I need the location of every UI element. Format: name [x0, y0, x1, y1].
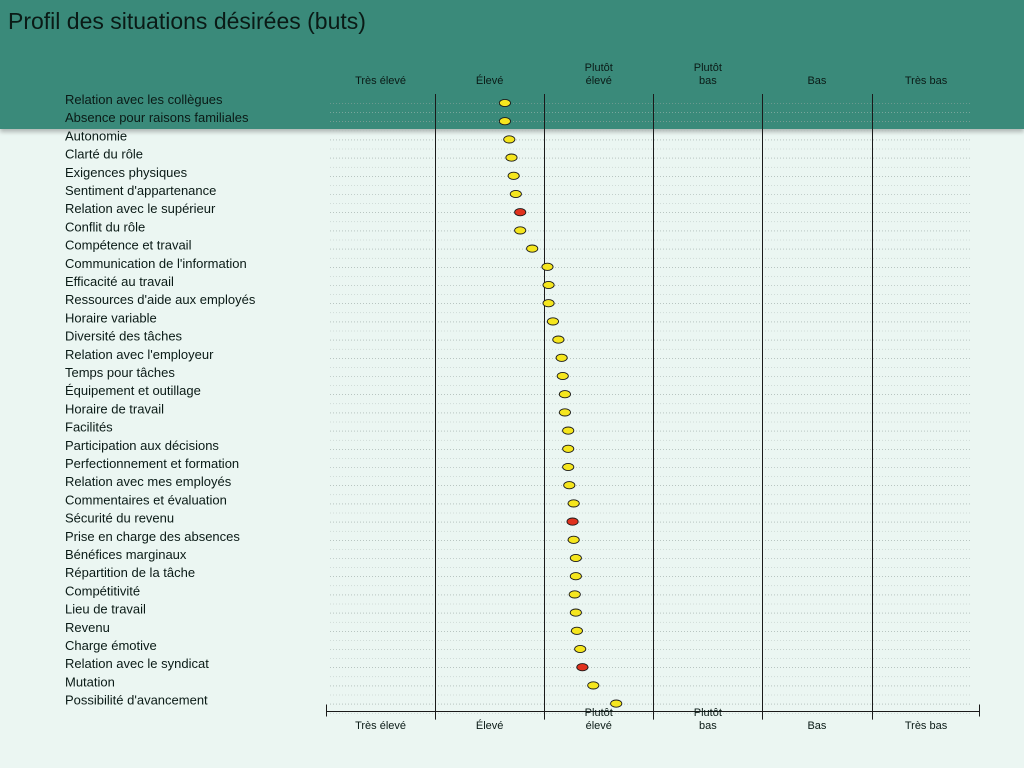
top-scale-label: Très élevé [355, 75, 406, 87]
item-label: Revenu [65, 620, 110, 635]
item-label: Compétitivité [65, 583, 140, 598]
value-marker [505, 153, 518, 162]
top-scale-label: bas [699, 75, 717, 87]
item-label: Horaire variable [65, 310, 157, 325]
value-marker [567, 535, 580, 544]
top-scale-label: Plutôt [585, 62, 613, 74]
item-label: Répartition de la tâche [65, 565, 195, 580]
value-marker [552, 335, 565, 344]
item-label: Prise en charge des absences [65, 529, 240, 544]
item-label: Lieu de travail [65, 602, 146, 617]
value-marker [558, 408, 571, 417]
item-label: Ressources d'aide aux employés [65, 292, 256, 307]
value-marker [556, 371, 569, 381]
item-label: Équipement et outillage [65, 383, 201, 398]
item-label: Relation avec mes employés [65, 474, 232, 489]
item-label: Facilités [65, 420, 113, 435]
bottom-scale-label: Bas [807, 720, 826, 732]
item-label: Perfectionnement et formation [65, 456, 239, 471]
item-label: Relation avec l'employeur [65, 347, 214, 362]
value-marker [563, 481, 576, 490]
item-label: Bénéfices marginaux [65, 547, 187, 562]
item-label: Relation avec le supérieur [65, 201, 216, 216]
item-label: Mutation [65, 674, 115, 689]
top-scale-label: Bas [807, 75, 826, 87]
item-label: Sécurité du revenu [65, 511, 174, 526]
top-scale-label: Très bas [905, 75, 948, 87]
item-label: Participation aux décisions [65, 438, 219, 453]
bottom-scale-label: bas [699, 720, 717, 732]
value-marker [546, 317, 559, 326]
item-label: Absence pour raisons familiales [65, 110, 249, 125]
value-marker [562, 426, 575, 435]
value-marker [587, 681, 600, 690]
value-marker [503, 135, 516, 144]
page-title: Profil des situations désirées (buts) [8, 8, 366, 34]
bottom-scale-label: Plutôt [694, 707, 722, 719]
value-marker [568, 590, 581, 599]
value-marker [569, 572, 582, 581]
item-label: Commentaires et évaluation [65, 492, 227, 507]
item-label: Relation avec les collègues [65, 92, 223, 107]
item-label: Efficacité au travail [65, 274, 174, 289]
item-label: Sentiment d'appartenance [65, 183, 216, 198]
value-marker [567, 499, 580, 508]
item-label: Relation avec le syndicat [65, 656, 209, 671]
value-marker [542, 299, 555, 308]
item-label: Charge émotive [65, 638, 157, 653]
item-label: Exigences physiques [65, 165, 188, 180]
value-marker [558, 390, 571, 399]
top-scale-label: Élevé [476, 74, 504, 87]
value-marker [542, 280, 555, 290]
value-marker [574, 644, 587, 654]
highlight-marker [514, 208, 527, 217]
item-label: Horaire de travail [65, 401, 164, 416]
bottom-scale-label: Plutôt [585, 707, 613, 719]
bottom-scale-label: Très bas [905, 720, 948, 732]
value-marker [541, 262, 554, 271]
item-label: Diversité des tâches [65, 329, 183, 344]
value-marker [569, 608, 582, 617]
top-scale-label: Plutôt [694, 62, 722, 74]
bottom-scale-label: Très élevé [355, 720, 406, 732]
item-label: Clarté du rôle [65, 147, 143, 162]
top-scale-label: élevé [586, 75, 612, 87]
value-marker [555, 353, 568, 362]
value-marker [570, 626, 583, 635]
value-marker [509, 189, 522, 199]
title-band [0, 0, 1024, 129]
item-label: Compétence et travail [65, 238, 192, 253]
value-marker [569, 553, 582, 563]
value-marker [498, 98, 511, 108]
highlight-marker [566, 517, 579, 526]
item-label: Temps pour tâches [65, 365, 175, 380]
value-marker [507, 171, 520, 180]
value-marker [526, 244, 539, 253]
value-marker [610, 699, 623, 708]
item-label: Communication de l'information [65, 256, 247, 271]
highlight-marker [576, 663, 589, 672]
bottom-scale-label: Élevé [476, 719, 504, 732]
value-marker [498, 117, 511, 126]
value-marker [562, 444, 575, 453]
item-label: Possibilité d'avancement [65, 693, 208, 708]
item-label: Conflit du rôle [65, 219, 145, 234]
value-marker [514, 226, 527, 235]
value-marker [562, 462, 575, 472]
item-label: Autonomie [65, 128, 127, 143]
bottom-scale-label: élevé [586, 720, 612, 732]
